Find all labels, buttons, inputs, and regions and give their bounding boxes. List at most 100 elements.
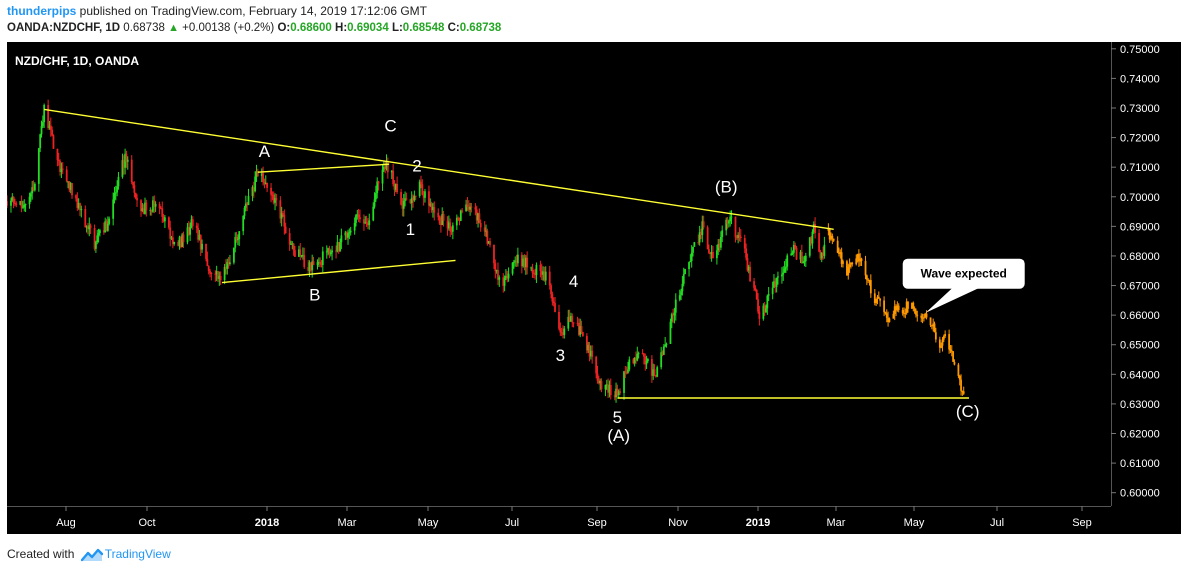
projected-candle <box>929 317 932 326</box>
publish-info: published on TradingView.com, February 1… <box>79 4 427 18</box>
chart-area[interactable]: 0.75000 0.74000 0.73000 0.72000 0.71000 0.700… <box>7 42 1181 534</box>
price-axis-background[interactable] <box>1111 42 1181 506</box>
candle <box>368 220 371 226</box>
last-price: 0.68738 <box>123 22 165 34</box>
candle <box>502 277 505 286</box>
projected-candle <box>938 339 941 348</box>
candle <box>548 271 551 286</box>
candle <box>201 243 203 250</box>
candle <box>440 223 442 225</box>
candle <box>777 276 779 278</box>
candle <box>160 208 162 210</box>
candle <box>247 195 250 206</box>
candle <box>60 168 63 172</box>
candle <box>244 203 247 208</box>
candle <box>428 191 430 206</box>
candle <box>145 202 148 211</box>
tradingview-logo-icon[interactable] <box>80 548 103 562</box>
candle <box>595 356 598 374</box>
candle <box>619 391 621 393</box>
candle <box>792 245 795 253</box>
candle <box>40 126 43 135</box>
candle <box>486 230 489 244</box>
projected-candle <box>875 298 878 304</box>
candle <box>243 207 246 216</box>
trendline <box>221 259 456 284</box>
candle <box>77 203 80 208</box>
x-tick-label: May <box>904 517 925 529</box>
candle <box>485 230 487 232</box>
candle <box>418 181 421 197</box>
candle <box>386 162 389 173</box>
candle <box>31 187 34 194</box>
candle <box>284 226 287 234</box>
candle <box>623 371 625 393</box>
y-tick-label: 0.67000 <box>1120 281 1160 293</box>
projected-candle <box>934 332 937 340</box>
price-chart[interactable]: 0.75000 0.74000 0.73000 0.72000 0.71000 0.700… <box>7 42 1181 534</box>
candle <box>755 290 758 300</box>
candle <box>615 388 617 398</box>
candle <box>153 200 156 207</box>
y-tick-label: 0.66000 <box>1120 310 1160 322</box>
candle <box>692 246 694 253</box>
candle <box>762 305 765 319</box>
candle <box>469 206 471 210</box>
candle <box>290 243 292 245</box>
candle <box>803 261 806 263</box>
candle <box>320 264 323 266</box>
y-tick-label: 0.69000 <box>1120 221 1160 233</box>
candle <box>357 214 360 218</box>
candle <box>302 255 304 257</box>
candle <box>632 359 635 364</box>
candle <box>402 200 405 209</box>
high-value: 0.69034 <box>347 22 389 34</box>
candle <box>600 380 603 390</box>
time-axis-background[interactable] <box>7 506 1181 534</box>
candle <box>325 251 328 253</box>
trendlines <box>44 108 970 399</box>
y-axis-ticks: 0.75000 0.74000 0.73000 0.72000 0.71000 0.700… <box>1111 44 1160 500</box>
candle <box>234 237 237 248</box>
candle <box>104 221 107 233</box>
projected-candle <box>840 252 843 264</box>
candle <box>376 181 379 194</box>
candle <box>12 196 15 203</box>
candle <box>579 326 582 335</box>
tradingview-brand[interactable]: TradingView <box>104 547 171 561</box>
candle <box>88 225 91 230</box>
candle <box>524 257 527 267</box>
candle <box>682 274 685 284</box>
candle <box>189 226 192 235</box>
candle <box>457 217 460 220</box>
y-tick-label: 0.70000 <box>1120 192 1160 204</box>
candle <box>710 252 713 255</box>
candle <box>329 252 332 255</box>
candle <box>173 241 176 244</box>
candle <box>647 359 649 362</box>
wave-label: 5 <box>613 408 622 427</box>
projected-candle <box>930 325 933 327</box>
candle <box>660 352 663 368</box>
candle <box>15 203 18 205</box>
candle <box>515 260 518 264</box>
candle <box>41 122 44 127</box>
author-name[interactable]: thunderpips <box>7 4 77 18</box>
candle <box>514 260 517 262</box>
candle <box>349 230 352 233</box>
candle <box>344 232 347 236</box>
candle <box>279 200 282 219</box>
candle <box>743 238 746 249</box>
candle <box>459 210 462 221</box>
candles <box>7 99 826 403</box>
candle <box>298 249 300 257</box>
candle <box>568 316 571 322</box>
candle <box>85 226 88 228</box>
candle <box>116 186 119 193</box>
candle <box>114 192 117 194</box>
high-label: H: <box>335 22 348 34</box>
projected-candle <box>901 310 904 314</box>
candle <box>450 231 453 233</box>
candle <box>93 227 96 249</box>
candle <box>449 222 452 232</box>
